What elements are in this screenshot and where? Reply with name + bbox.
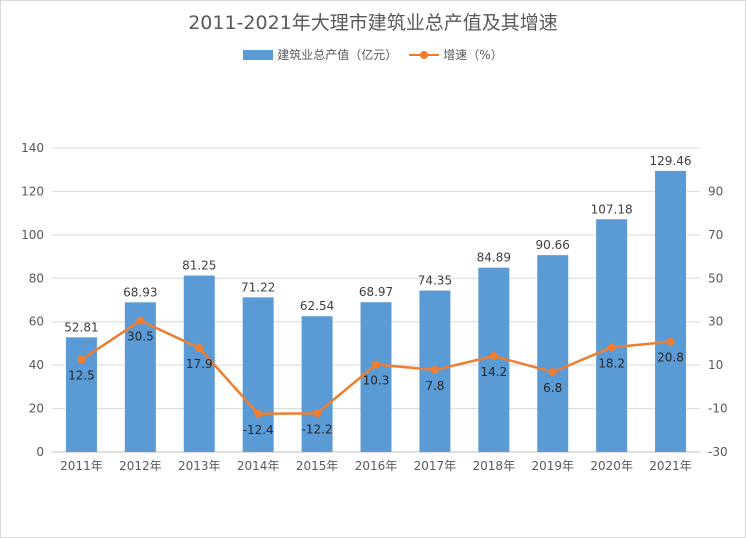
y-left-tick-label: 60 xyxy=(29,315,44,329)
bar-data-label: 52.81 xyxy=(64,320,98,334)
x-tick-label: 2015年 xyxy=(296,459,339,473)
y-right-tick-label: -10 xyxy=(708,402,728,416)
growth-data-label: 30.5 xyxy=(127,330,154,344)
y-left-tick-label: 20 xyxy=(29,402,44,416)
bar-data-label: 71.22 xyxy=(241,280,275,294)
bar-data-label: 129.46 xyxy=(650,154,692,168)
bar-data-label: 84.89 xyxy=(477,251,511,265)
growth-point xyxy=(489,352,498,361)
x-tick-label: 2011年 xyxy=(60,459,103,473)
x-tick-label: 2018年 xyxy=(473,459,516,473)
bar-data-label: 107.18 xyxy=(591,202,633,216)
growth-point xyxy=(607,343,616,352)
bar xyxy=(360,302,392,452)
bar xyxy=(655,170,687,453)
bar xyxy=(183,275,215,452)
y-left-tick-label: 120 xyxy=(21,184,44,198)
growth-point xyxy=(313,409,322,418)
bar-data-label: 74.35 xyxy=(418,274,452,288)
growth-point xyxy=(77,355,86,364)
growth-point xyxy=(430,365,439,374)
bar xyxy=(242,297,274,452)
growth-data-label: 20.8 xyxy=(657,351,684,365)
growth-point xyxy=(254,409,263,418)
y-left-tick-label: 140 xyxy=(21,141,44,155)
x-tick-label: 2013年 xyxy=(178,459,221,473)
x-tick-label: 2017年 xyxy=(414,459,457,473)
bar xyxy=(65,337,97,452)
growth-data-label: 7.8 xyxy=(425,379,444,393)
growth-data-label: -12.2 xyxy=(302,422,333,436)
growth-data-label: 14.2 xyxy=(480,365,507,379)
y-left-tick-label: 80 xyxy=(29,271,44,285)
growth-data-label: -12.4 xyxy=(243,423,274,437)
growth-point xyxy=(372,360,380,369)
y-right-tick-label: 30 xyxy=(708,315,723,329)
growth-point xyxy=(666,337,675,346)
y-left-tick-label: 100 xyxy=(21,228,44,242)
legend-item-output: 建筑业总产值（亿元） xyxy=(243,46,397,63)
x-tick-label: 2014年 xyxy=(237,459,280,473)
bar-data-label: 81.25 xyxy=(182,259,216,273)
legend-label-growth: 增速（%） xyxy=(443,48,503,62)
chart-legend: 建筑业总产值（亿元） 增速（%） xyxy=(0,46,746,63)
growth-point xyxy=(195,343,204,352)
growth-data-label: 17.9 xyxy=(186,357,213,371)
x-tick-label: 2019年 xyxy=(531,459,574,473)
growth-data-label: 18.2 xyxy=(598,356,625,370)
growth-point xyxy=(548,368,557,377)
y-right-tick-label: -30 xyxy=(708,445,728,459)
growth-data-label: 10.3 xyxy=(363,373,390,387)
growth-data-label: 6.8 xyxy=(543,381,562,395)
bar-data-label: 68.97 xyxy=(359,285,393,299)
x-tick-label: 2016年 xyxy=(355,459,398,473)
bar xyxy=(537,255,569,452)
chart-title: 2011-2021年大理市建筑业总产值及其增速 xyxy=(188,12,558,34)
x-tick-label: 2020年 xyxy=(590,459,633,473)
bar xyxy=(596,219,628,452)
bar-data-label: 68.93 xyxy=(123,285,157,299)
legend-line-swatch xyxy=(409,50,440,60)
y-left-tick-label: 40 xyxy=(29,358,44,372)
x-tick-label: 2021年 xyxy=(649,459,692,473)
y-left-tick-label: 0 xyxy=(36,445,44,459)
bar-data-label: 62.54 xyxy=(300,299,334,313)
bar xyxy=(301,316,333,452)
y-right-tick-label: 90 xyxy=(708,184,723,198)
y-right-tick-label: 70 xyxy=(708,228,723,242)
legend-label-output: 建筑业总产值（亿元） xyxy=(277,48,398,62)
bar-data-label: 90.66 xyxy=(536,238,570,252)
y-right-tick-label: 10 xyxy=(708,358,723,372)
x-tick-label: 2012年 xyxy=(119,459,162,473)
growth-point xyxy=(136,316,145,325)
legend-bar-swatch xyxy=(243,49,274,60)
y-right-tick-label: 50 xyxy=(708,271,723,285)
growth-data-label: 12.5 xyxy=(68,369,95,383)
legend-item-growth: 增速（%） xyxy=(409,46,503,63)
